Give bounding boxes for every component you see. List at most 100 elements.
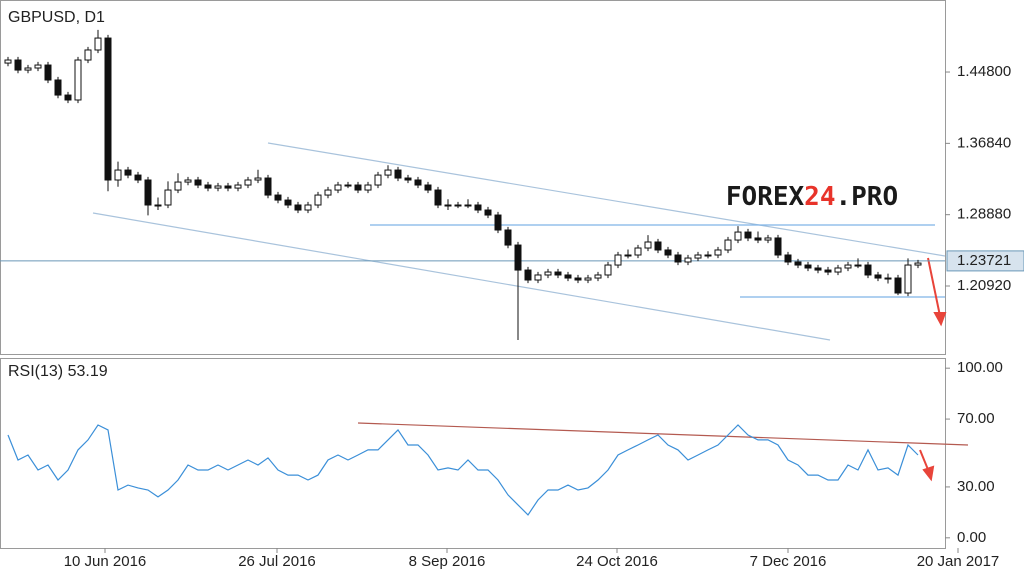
arrows [919, 257, 947, 482]
candle-body [494, 214, 502, 231]
candle-body [114, 169, 122, 181]
candle-body [324, 189, 332, 196]
candle-body [604, 264, 612, 276]
rsi-panel [0, 358, 946, 549]
rsi-line [7, 424, 919, 516]
candle-body [784, 254, 792, 263]
candle-body [654, 241, 662, 251]
candle-body [394, 169, 402, 179]
candle-body [614, 254, 622, 266]
candle-body [334, 184, 342, 191]
candle-body [404, 177, 412, 181]
x-tick-label: 10 Jun 2016 [64, 553, 147, 570]
candle-body [844, 264, 852, 269]
y-tick-label: 1.44800 [957, 63, 1011, 80]
candle-body [794, 261, 802, 266]
candle-body [624, 254, 632, 257]
candle-body [14, 59, 22, 71]
candle-body [234, 184, 242, 189]
candle-body [304, 204, 312, 211]
candle-body [104, 37, 112, 181]
candle-body [164, 189, 172, 206]
y-tick-label: 0.00 [957, 529, 986, 546]
candle-body [294, 204, 302, 211]
candle-body [4, 59, 12, 64]
y-tick-label: 1.36840 [957, 134, 1011, 151]
candle-body [854, 264, 862, 267]
candle-body [454, 204, 462, 207]
candle-body [864, 264, 872, 276]
candle-body [534, 274, 542, 281]
y-tick-label: 70.00 [957, 410, 995, 427]
candle-body [504, 229, 512, 246]
candle-body [724, 239, 732, 251]
x-tick-label: 7 Dec 2016 [750, 553, 827, 570]
y-tick-label: 1.28880 [957, 206, 1011, 223]
candle-body [414, 179, 422, 186]
candle-body [894, 277, 902, 294]
candle-body [684, 257, 692, 263]
candle-body [554, 271, 562, 276]
candle-body [124, 169, 132, 176]
candle-body [484, 209, 492, 216]
last-price-label: 1.23721 [957, 252, 1011, 269]
y-tick-label: 30.00 [957, 478, 995, 495]
candle-body [74, 59, 82, 101]
candle-body [914, 262, 922, 266]
candle-body [514, 244, 522, 271]
trend-lines [92, 142, 969, 446]
candle-body [214, 185, 222, 189]
candle-body [364, 184, 372, 191]
candle-body [734, 231, 742, 241]
candle-body [354, 184, 362, 191]
y-tick-label: 100.00 [957, 359, 1003, 376]
candle-body [694, 254, 702, 259]
candle-body [274, 194, 282, 201]
candle-body [444, 204, 452, 207]
last-price-box [946, 250, 1024, 272]
candle-body [544, 271, 552, 276]
candle-body [764, 237, 772, 241]
candle-body [344, 184, 352, 187]
candle-body [84, 49, 92, 61]
candle-body [564, 274, 572, 279]
candle-body [434, 189, 442, 206]
candle-body [284, 199, 292, 206]
price-panel [0, 0, 946, 355]
candle-body [264, 177, 272, 196]
candle-body [314, 194, 322, 206]
candle-body [64, 94, 72, 101]
candle-body [374, 174, 382, 186]
chart-title: GBPUSD, D1 [8, 9, 105, 26]
candle-body [244, 179, 252, 186]
candle-body [524, 269, 532, 281]
x-tick-label: 20 Jan 2017 [917, 553, 1000, 570]
candle-body [24, 67, 32, 71]
rsi-title: RSI(13) 53.19 [8, 363, 108, 380]
candle-body [184, 179, 192, 183]
candle-body [194, 179, 202, 186]
candle-body [774, 237, 782, 256]
candle-body [424, 184, 432, 191]
candle-body [754, 237, 762, 241]
candle-body [594, 274, 602, 279]
watermark: FOREX24.PRO [726, 182, 898, 212]
y-tick-label: 1.20920 [957, 277, 1011, 294]
candle-body [744, 231, 752, 239]
candle-body [814, 267, 822, 271]
candle-body [254, 177, 262, 181]
candle-body [644, 241, 652, 249]
x-tick-label: 8 Sep 2016 [409, 553, 486, 570]
candle-body [174, 181, 182, 191]
candle-body [34, 64, 42, 69]
candle-body [824, 269, 832, 273]
candle-body [204, 184, 212, 189]
candle-body [674, 254, 682, 263]
candle-body [804, 264, 812, 269]
candle-body [134, 174, 142, 181]
candle-body [384, 169, 392, 176]
candle-body [54, 79, 62, 96]
candle-body [874, 274, 882, 279]
candle-body [714, 249, 722, 256]
